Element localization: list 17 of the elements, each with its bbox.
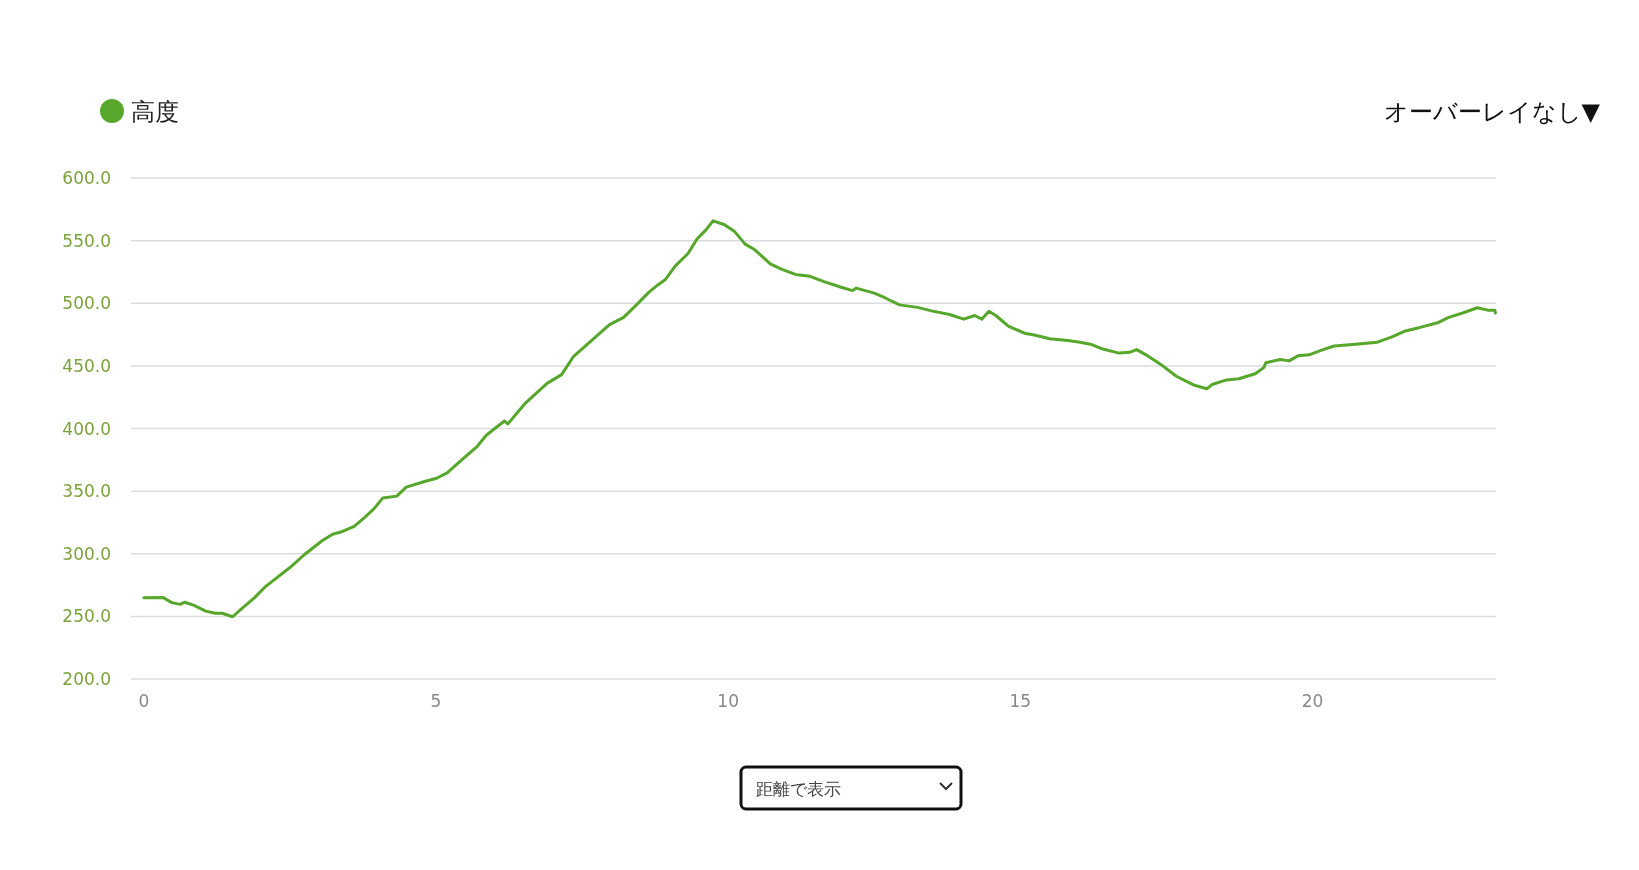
y-tick-label: 500.0: [62, 293, 111, 314]
y-tick-label: 200.0: [62, 669, 111, 689]
y-tick-label: 400.0: [62, 418, 111, 439]
y-tick-label: 350.0: [62, 481, 111, 502]
x-tick-label: 5: [430, 691, 442, 711]
x-tick-label: 20: [1301, 691, 1324, 711]
text: 距離で表示: [756, 779, 841, 799]
y-tick-label: 300.0: [62, 543, 111, 564]
x-tick-label: 15: [1009, 691, 1032, 711]
y-tick-label: 600.0: [62, 168, 111, 188]
y-tick-label: 250.0: [62, 606, 111, 627]
x-tick-label: 10: [717, 691, 740, 711]
y-tick-label: 550.0: [62, 230, 111, 251]
text: オーバーレイなし▼: [1383, 98, 1601, 126]
y-tick-label: 450.0: [62, 355, 111, 376]
x-tick-label: 0: [138, 691, 150, 711]
legend-label: 高度: [131, 98, 179, 126]
